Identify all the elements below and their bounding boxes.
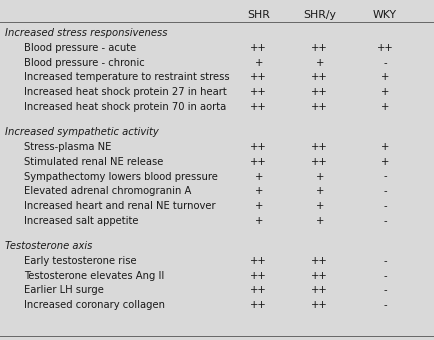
Text: +: + — [254, 216, 263, 226]
Text: Testosterone axis: Testosterone axis — [5, 241, 92, 251]
Text: +: + — [254, 201, 263, 211]
Text: ++: ++ — [250, 72, 266, 82]
Text: +: + — [315, 216, 323, 226]
Text: -: - — [382, 271, 386, 280]
Text: +: + — [380, 72, 388, 82]
Text: ++: ++ — [311, 285, 327, 295]
Text: SHR: SHR — [247, 10, 270, 19]
Text: -: - — [382, 216, 386, 226]
Text: ++: ++ — [250, 285, 266, 295]
Text: -: - — [382, 300, 386, 310]
Text: +: + — [380, 87, 388, 97]
Text: ++: ++ — [311, 256, 327, 266]
Text: Early testosterone rise: Early testosterone rise — [24, 256, 136, 266]
Text: ++: ++ — [311, 300, 327, 310]
Text: Increased salt appetite: Increased salt appetite — [24, 216, 138, 226]
Text: +: + — [315, 186, 323, 196]
Text: ++: ++ — [311, 72, 327, 82]
Text: Stress-plasma NE: Stress-plasma NE — [24, 142, 111, 152]
Text: -: - — [382, 201, 386, 211]
Text: +: + — [380, 157, 388, 167]
Text: ++: ++ — [250, 102, 266, 112]
Text: +: + — [315, 201, 323, 211]
Text: ++: ++ — [250, 300, 266, 310]
Text: Increased heat shock protein 27 in heart: Increased heat shock protein 27 in heart — [24, 87, 226, 97]
Text: Stimulated renal NE release: Stimulated renal NE release — [24, 157, 163, 167]
Text: Increased coronary collagen: Increased coronary collagen — [24, 300, 164, 310]
Text: +: + — [315, 57, 323, 68]
Text: ++: ++ — [250, 256, 266, 266]
Text: +: + — [380, 142, 388, 152]
Text: +: + — [254, 186, 263, 196]
Text: Increased heart and renal NE turnover: Increased heart and renal NE turnover — [24, 201, 215, 211]
Text: Testosterone elevates Ang II: Testosterone elevates Ang II — [24, 271, 164, 280]
Text: ++: ++ — [250, 157, 266, 167]
Text: ++: ++ — [250, 43, 266, 53]
Text: Increased stress responsiveness: Increased stress responsiveness — [5, 28, 168, 38]
Text: WKY: WKY — [372, 10, 396, 19]
Text: ++: ++ — [311, 102, 327, 112]
Text: ++: ++ — [311, 157, 327, 167]
Text: -: - — [382, 171, 386, 182]
Text: Elevated adrenal chromogranin A: Elevated adrenal chromogranin A — [24, 186, 191, 196]
Text: +: + — [254, 171, 263, 182]
Text: Earlier LH surge: Earlier LH surge — [24, 285, 104, 295]
Text: Sympathectomy lowers blood pressure: Sympathectomy lowers blood pressure — [24, 171, 217, 182]
Text: Increased temperature to restraint stress: Increased temperature to restraint stres… — [24, 72, 229, 82]
Text: Increased heat shock protein 70 in aorta: Increased heat shock protein 70 in aorta — [24, 102, 226, 112]
Text: ++: ++ — [250, 87, 266, 97]
Text: Blood pressure - acute: Blood pressure - acute — [24, 43, 136, 53]
Text: ++: ++ — [250, 142, 266, 152]
Text: ++: ++ — [311, 142, 327, 152]
Text: ++: ++ — [311, 271, 327, 280]
Text: +: + — [380, 102, 388, 112]
Text: -: - — [382, 256, 386, 266]
Text: ++: ++ — [376, 43, 392, 53]
Text: +: + — [315, 171, 323, 182]
Text: -: - — [382, 186, 386, 196]
Text: Increased sympathetic activity: Increased sympathetic activity — [5, 127, 158, 137]
Text: ++: ++ — [311, 43, 327, 53]
Text: ++: ++ — [311, 87, 327, 97]
Text: -: - — [382, 57, 386, 68]
Text: -: - — [382, 285, 386, 295]
Text: SHR/y: SHR/y — [302, 10, 335, 19]
Text: ++: ++ — [250, 271, 266, 280]
Text: Blood pressure - chronic: Blood pressure - chronic — [24, 57, 145, 68]
Text: +: + — [254, 57, 263, 68]
